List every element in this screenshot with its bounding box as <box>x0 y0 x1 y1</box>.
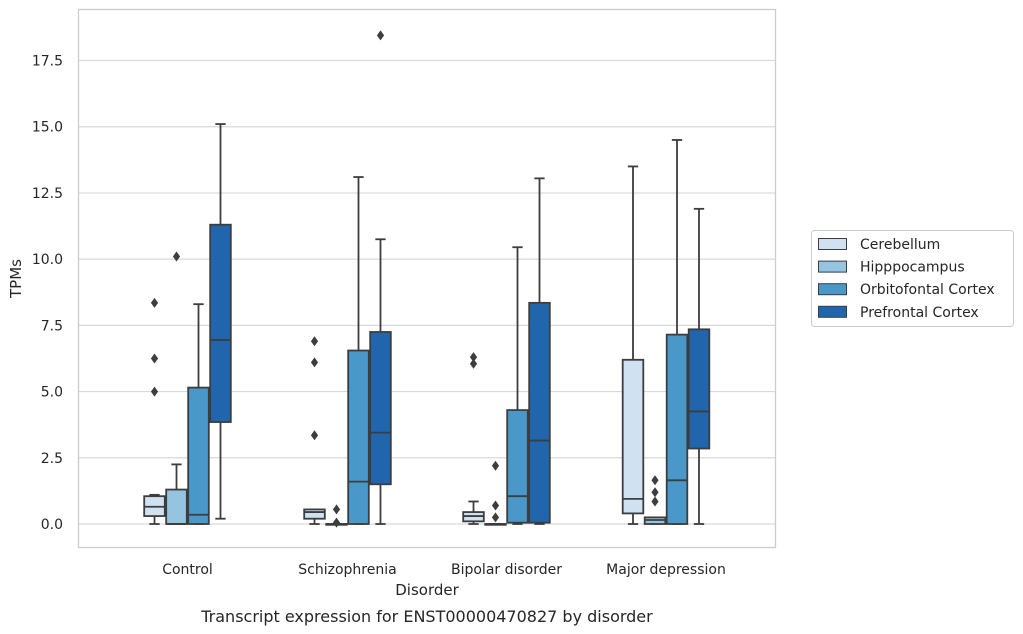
outlier-point <box>651 496 659 507</box>
y-tick-label: 0.0 <box>41 517 63 533</box>
box-orbitofontal-cortex-schizophrenia <box>347 176 370 525</box>
outlier-point <box>376 30 385 41</box>
box-orbitofontal-cortex-bipolar-disorder <box>506 246 529 525</box>
box-body <box>209 223 232 423</box>
outlier-point <box>172 251 181 262</box>
box-groups <box>143 30 711 528</box>
box-body <box>665 333 689 525</box>
box-prefrontal-cortex-bipolar-disorder <box>528 177 551 525</box>
box-hipppocampus-bipolar-disorder <box>484 460 507 526</box>
legend-label: Orbitofontal Cortex <box>860 282 995 298</box>
legend-swatch <box>818 260 847 273</box>
legend-item-cerebellum: Cerebellum <box>818 237 940 253</box>
y-tick-label: 2.5 <box>41 451 63 467</box>
box-cerebellum-schizophrenia <box>303 336 326 525</box>
box-body <box>528 301 551 524</box>
legend-swatch <box>818 238 847 250</box>
box-orbitofontal-cortex-major-depression <box>665 139 689 525</box>
box-cerebellum-major-depression <box>621 165 645 525</box>
outlier-point <box>150 386 159 397</box>
legend-frame <box>811 230 1014 327</box>
legend-label: Cerebellum <box>860 237 940 253</box>
y-axis-label: TPMs <box>7 259 25 299</box>
box-body <box>347 349 370 525</box>
y-axis-ticks: 0.0 2.5 5.0 7.5 10.0 12.5 15.0 17.5 <box>32 54 63 534</box>
outlier-point <box>310 430 319 441</box>
outlier-point <box>150 297 159 308</box>
plot-area-frame <box>77 8 777 549</box>
y-tick-label: 17.5 <box>32 54 63 70</box>
outlier-point <box>491 500 500 511</box>
box-body <box>187 386 210 525</box>
legend-swatch <box>818 305 847 318</box>
chart-caption: Transcript expression for ENST0000047082… <box>200 607 653 626</box>
box-hipppocampus-schizophrenia <box>325 504 348 528</box>
outlier-point <box>491 460 500 471</box>
legend-label: Hipppocampus <box>860 260 965 276</box>
outlier-point <box>651 487 659 498</box>
y-tick-label: 5.0 <box>41 385 63 401</box>
outlier-point <box>491 512 500 523</box>
legend: Cerebellum Hipppocampus Orbitofontal Corte… <box>811 230 1014 327</box>
legend-item-hipppocampus: Hipppocampus <box>818 260 965 276</box>
box-body <box>369 331 392 486</box>
outlier-point <box>332 517 341 528</box>
legend-label: Prefrontal Cortex <box>860 305 979 321</box>
box-hipppocampus-major-depression <box>643 475 667 525</box>
box-body <box>687 328 711 450</box>
box-prefrontal-cortex-major-depression <box>687 207 711 525</box>
y-tick-label: 15.0 <box>32 120 63 136</box>
x-axis-ticks: Control Schizophrenia Bipolar disorder Majo… <box>162 562 726 578</box>
box-body <box>621 358 645 515</box>
y-tick-label: 10.0 <box>32 252 63 268</box>
outlier-point <box>332 504 341 515</box>
y-tick-label: 12.5 <box>32 186 63 202</box>
box-prefrontal-cortex-schizophrenia <box>369 30 392 525</box>
outlier-point <box>469 352 478 363</box>
box-body <box>506 409 529 524</box>
box-prefrontal-cortex-control <box>209 123 232 520</box>
x-axis-label: Disorder <box>395 581 459 599</box>
outlier-point <box>310 357 319 368</box>
outlier-point <box>150 353 159 364</box>
box-hipppocampus-control <box>165 251 188 525</box>
x-tick-label-schizophrenia: Schizophrenia <box>298 562 396 578</box>
box-body <box>303 508 326 520</box>
x-tick-label-major-depression: Major depression <box>606 562 726 578</box>
box-cerebellum-bipolar-disorder <box>462 352 485 525</box>
x-tick-label-bipolar-disorder: Bipolar disorder <box>451 562 562 578</box>
legend-item-prefrontal-cortex: Prefrontal Cortex <box>818 305 979 321</box>
outlier-point <box>310 336 319 347</box>
box-cerebellum-control <box>143 297 166 525</box>
outlier-point <box>469 358 478 369</box>
outlier-point <box>651 475 659 486</box>
x-tick-label-control: Control <box>162 562 213 578</box>
legend-item-orbitofontal-cortex: Orbitofontal Cortex <box>818 282 995 298</box>
legend-swatch <box>818 283 847 296</box>
box-orbitofontal-cortex-control <box>187 303 210 525</box>
box-body <box>165 488 188 525</box>
y-tick-label: 7.5 <box>41 318 63 334</box>
